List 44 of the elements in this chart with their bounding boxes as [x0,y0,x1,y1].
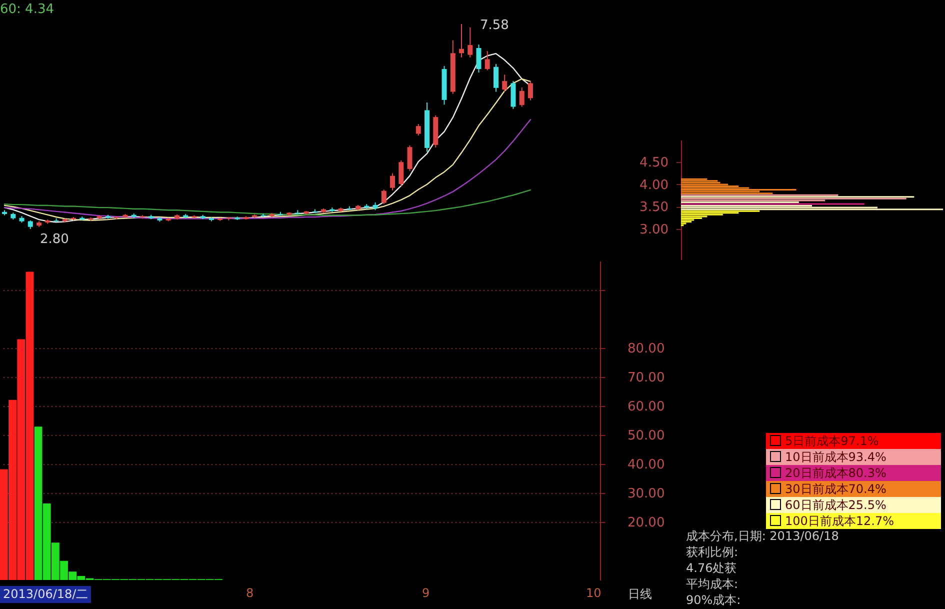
candlestick [493,63,498,92]
text: 8 [246,586,254,600]
candlestick [519,86,524,108]
text: 2.80 [40,232,69,247]
legend-label: 60日前成本25.5% [766,497,941,513]
y-tick-label: 40.00 [628,458,665,472]
text: 10 [586,586,602,600]
candlestick [502,74,508,92]
legend-label: 5日前成本97.1% [766,433,941,449]
text: 成本分布,日期: 2013/06/18 [686,528,839,545]
text: 平均成本: [686,576,738,593]
candlestick [398,160,404,187]
candlestick [416,123,421,136]
y-tick-label: 50.00 [628,428,665,444]
text: 获利比例: [686,544,738,561]
legend-label: 20日前成本80.3% [766,465,941,481]
y-tick-label: 4.00 [640,178,668,193]
legend-label: 100日前成本12.7% [766,513,941,529]
candlestick [528,80,533,101]
y-tick-label: 3.00 [640,222,668,238]
y-tick-label: 30.00 [628,486,665,502]
y-tick-label: 4.50 [640,156,668,171]
candlestick [381,189,386,205]
text: 90%成本: [686,592,741,609]
annotation: 7.58 [480,18,509,33]
text: 9 [422,586,430,600]
candlestick [390,172,396,191]
candlestick [510,80,516,110]
y-tick-label: 20.00 [628,516,665,530]
candlestick [407,144,412,172]
candlestick [458,24,464,58]
y-tick-label: 80.00 [628,342,665,356]
legend-label: 10日前成本93.4% [766,449,941,465]
text: 4.76处获 [686,560,737,577]
text: 2013/06/18/二 [0,586,92,603]
text: 60: 4.34 [0,2,54,17]
candlestick [476,44,482,73]
y-tick-label: 60.00 [628,400,665,414]
text: 日线 [628,586,652,603]
legend-label: 30日前成本70.4% [766,481,941,497]
candlestick [468,26,473,58]
y-tick-label: 70.00 [628,370,665,386]
y-tick-label: 3.50 [640,200,668,216]
candlestick [484,50,490,71]
